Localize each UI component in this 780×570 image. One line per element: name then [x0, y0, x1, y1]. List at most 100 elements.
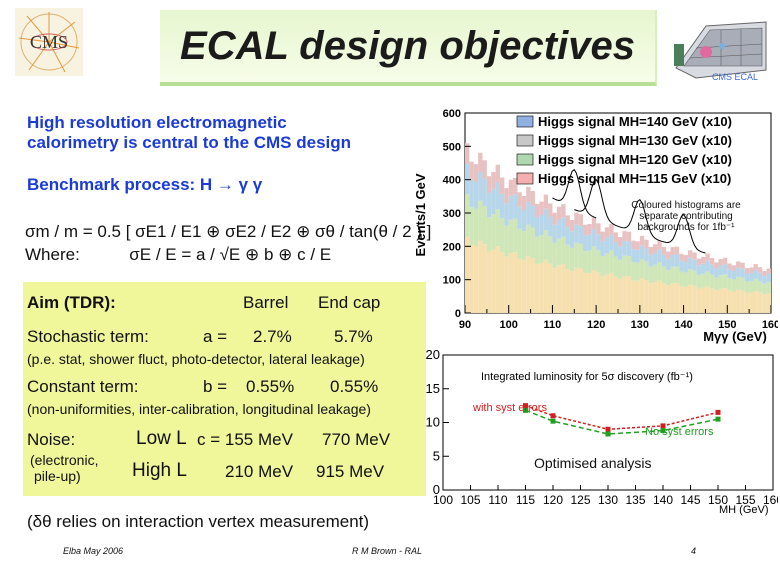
background-bar	[766, 268, 771, 274]
histogram-legend: Higgs signal MH=140 GeV (x10) Higgs signa…	[516, 114, 732, 186]
luminosity-xlabel: MH (GeV)	[719, 504, 769, 516]
aim-label: Aim (TDR):	[27, 293, 116, 312]
background-bar	[482, 178, 487, 207]
background-bar	[666, 251, 671, 259]
background-bar	[478, 240, 483, 313]
page-title: ECAL design objectives	[180, 24, 635, 68]
background-bar	[482, 160, 487, 179]
background-bar	[701, 287, 706, 313]
background-bar	[762, 283, 767, 295]
background-bar	[618, 259, 623, 279]
background-bar	[639, 278, 645, 313]
background-bar	[631, 240, 636, 250]
background-bar	[508, 219, 514, 254]
luminosity-point	[605, 426, 611, 432]
background-bar	[596, 223, 601, 235]
background-bar	[618, 236, 623, 247]
background-bar	[604, 227, 610, 238]
background-bar	[526, 256, 531, 313]
background-bar	[687, 284, 693, 313]
background-bar	[744, 273, 750, 282]
background-bar	[499, 193, 505, 219]
background-bar	[491, 188, 496, 215]
background-bar	[495, 209, 500, 247]
background-bar	[635, 262, 640, 281]
background-bar	[513, 177, 518, 195]
series-label-with-syst: with syst errors	[472, 402, 547, 414]
background-bar	[679, 271, 684, 287]
background-bar	[604, 253, 610, 275]
legend-entry: Higgs signal MH=120 GeV (x10)	[538, 152, 732, 167]
background-bar	[534, 216, 540, 237]
background-bar	[473, 208, 479, 247]
background-bar	[722, 264, 728, 275]
background-bar	[736, 267, 741, 277]
legend-entry: Higgs signal MH=115 GeV (x10)	[538, 171, 731, 186]
background-bar	[508, 179, 514, 196]
background-bar	[749, 281, 754, 293]
background-bar	[639, 245, 645, 260]
background-bar	[482, 206, 487, 245]
constant-label: Constant term:	[27, 377, 139, 396]
background-bar	[674, 283, 680, 313]
background-bar	[714, 290, 719, 313]
background-bar	[499, 218, 505, 253]
background-bar	[521, 260, 527, 313]
background-bar	[517, 258, 522, 313]
luminosity-point	[660, 428, 666, 434]
background-bar	[526, 186, 531, 202]
background-bar	[744, 281, 750, 293]
legend-swatch	[516, 153, 534, 166]
luminosity-y-tick-label: 20	[426, 347, 440, 362]
background-bar	[714, 277, 719, 291]
high-lumi-endcap: 915 MeV	[316, 462, 385, 481]
luminosity-x-tick-label: 125	[570, 493, 590, 507]
background-bar	[705, 271, 710, 287]
barrel-header: Barrel	[243, 293, 289, 312]
background-bar	[465, 143, 470, 164]
background-bar	[495, 246, 500, 313]
background-bar	[736, 261, 741, 268]
stochastic-label: Stochastic term:	[27, 327, 149, 346]
background-bar	[766, 273, 771, 282]
background-bar	[508, 253, 514, 313]
signal-peak	[552, 168, 597, 219]
background-bar	[565, 269, 570, 313]
background-bar	[578, 226, 584, 244]
background-bar	[552, 212, 557, 225]
background-bar	[657, 262, 662, 281]
histogram-x-tick-label: 110	[544, 319, 562, 331]
ecal-detector-icon	[666, 8, 770, 86]
histogram-x-tick-label: 120	[587, 319, 605, 331]
low-lumi-endcap: 770 MeV	[322, 430, 391, 449]
background-bar	[622, 231, 627, 241]
luminosity-chart: Integrated luminosity for 5σ discovery (…	[426, 347, 778, 516]
background-bar	[587, 250, 592, 273]
background-bar	[491, 249, 496, 313]
histogram-x-ticks: 90 100 110 120 130 140 150 160	[459, 305, 778, 331]
background-bar	[731, 265, 737, 271]
background-bar	[661, 266, 667, 284]
background-bar	[644, 248, 649, 262]
histogram-y-tick-label: 200	[443, 241, 461, 253]
background-bar	[674, 254, 680, 267]
background-bar	[762, 271, 767, 277]
background-bar	[578, 243, 584, 269]
luminosity-x-tick-label: 130	[598, 493, 618, 507]
background-bar	[749, 272, 754, 282]
histogram-x-tick-label: 130	[631, 319, 649, 331]
background-bar	[609, 223, 614, 235]
luminosity-title: Integrated luminosity for 5σ discovery (…	[481, 371, 693, 383]
background-bar	[718, 258, 723, 266]
background-bar	[486, 192, 492, 218]
background-bar	[565, 227, 570, 245]
luminosity-x-ticks: 100 105 110 115 120 125 130 135 140 145 150 155 160	[433, 485, 778, 507]
background-bar	[762, 276, 767, 284]
background-bar	[526, 224, 531, 257]
background-bar	[622, 255, 627, 277]
background-bar	[604, 274, 610, 313]
legend-swatch	[516, 172, 534, 185]
background-bar	[674, 246, 680, 255]
background-bar	[722, 257, 728, 265]
background-bar	[543, 259, 549, 313]
